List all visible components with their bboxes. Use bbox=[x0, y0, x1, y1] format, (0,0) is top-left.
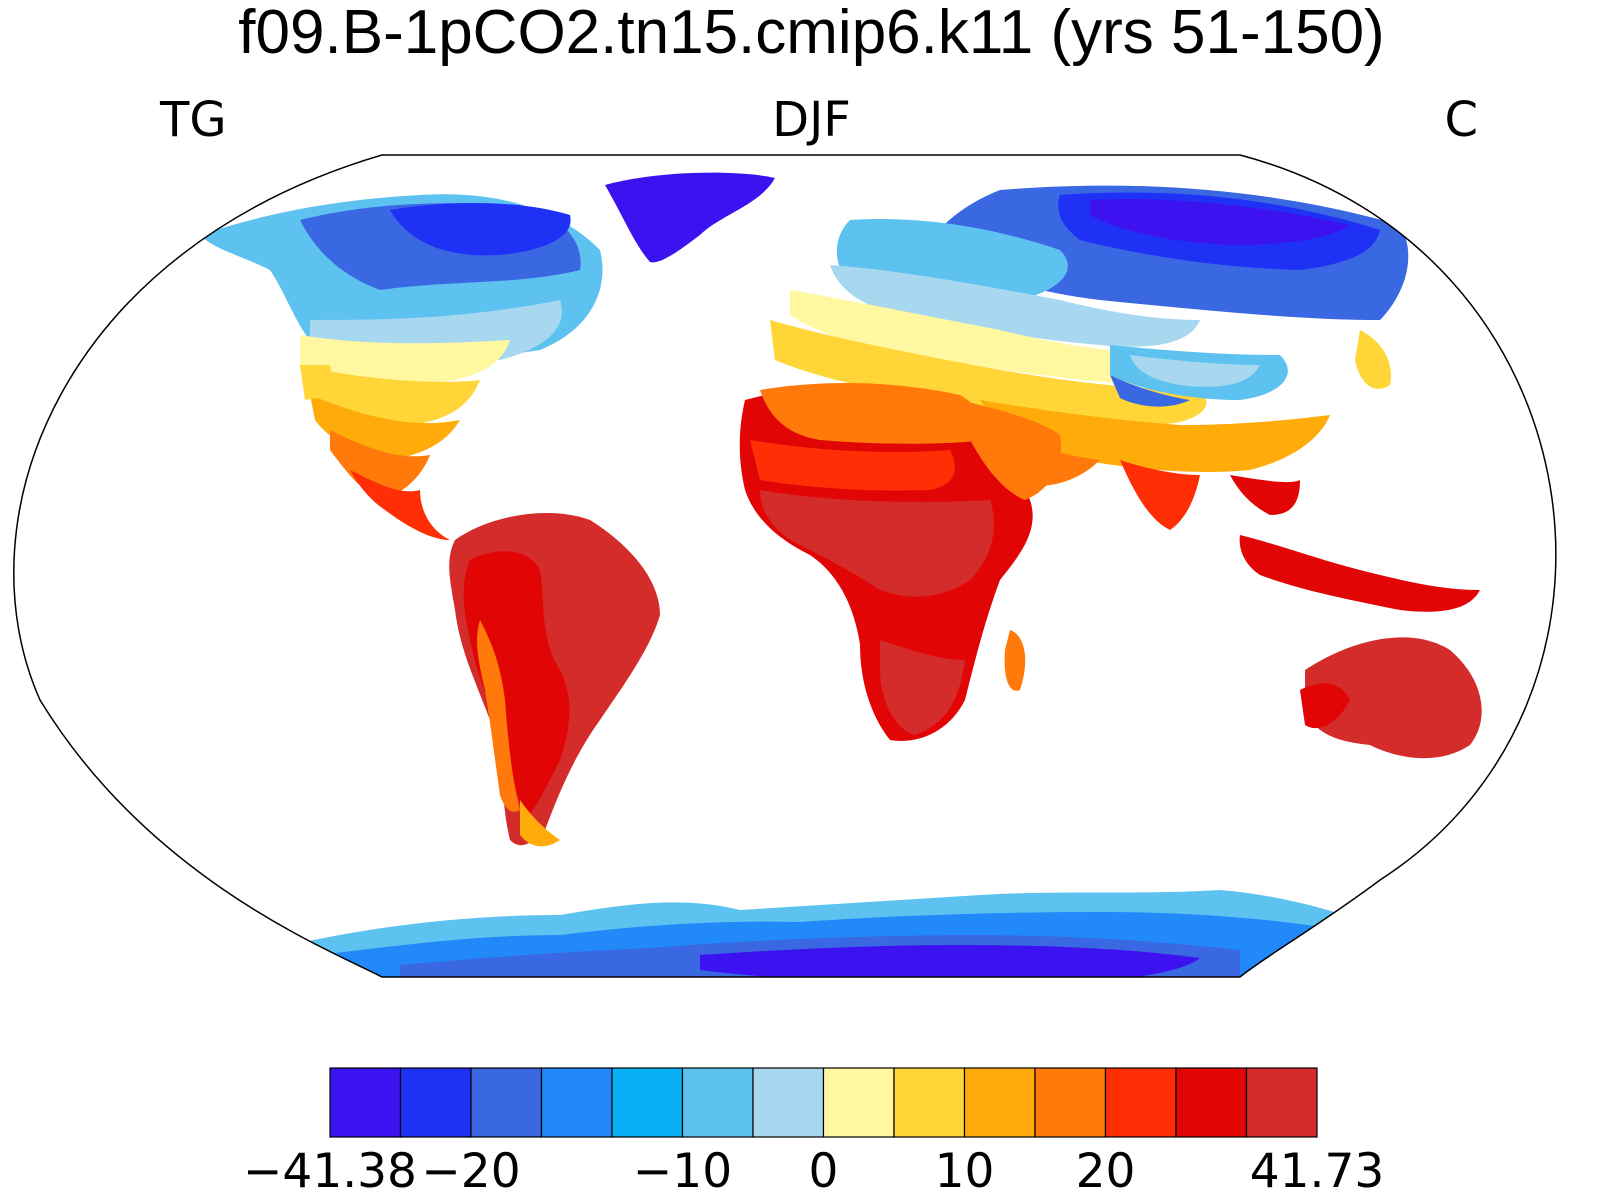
colorbar-swatch bbox=[822, 1067, 895, 1138]
colorbar-tick-label: 20 bbox=[1075, 1144, 1136, 1199]
map-boundary bbox=[13, 154, 1557, 978]
colorbar-swatch bbox=[399, 1067, 472, 1138]
colorbar-swatch bbox=[963, 1067, 1036, 1138]
colorbar-swatch bbox=[1104, 1067, 1177, 1138]
colorbar-swatch bbox=[611, 1067, 684, 1138]
colorbar-tick-label: −41.38 bbox=[243, 1144, 417, 1199]
units-label: C bbox=[1444, 92, 1478, 148]
variable-label: TG bbox=[160, 92, 227, 148]
colorbar-swatch bbox=[1034, 1067, 1107, 1138]
land-temperature-field bbox=[200, 172, 1540, 977]
colorbar-tick-label: 0 bbox=[808, 1144, 839, 1199]
north-america bbox=[200, 194, 603, 540]
colorbar-swatch bbox=[1175, 1067, 1248, 1138]
season-label: DJF bbox=[772, 92, 851, 148]
colorbar-swatch bbox=[893, 1067, 966, 1138]
colorbar-swatch bbox=[470, 1067, 543, 1138]
arabia bbox=[960, 400, 1061, 500]
africa bbox=[739, 383, 1033, 741]
colorbar bbox=[329, 1067, 1318, 1138]
antarctica bbox=[290, 890, 1360, 977]
colorbar-swatch bbox=[540, 1067, 613, 1138]
colorbar-swatch bbox=[681, 1067, 754, 1138]
colorbar-swatch bbox=[1245, 1067, 1318, 1138]
south-america bbox=[449, 512, 660, 847]
plot-title: f09.B-1pCO2.tn15.cmip6.k11 (yrs 51-150) bbox=[238, 0, 1385, 67]
colorbar-tick-label: −20 bbox=[421, 1144, 521, 1199]
colorbar-swatch bbox=[329, 1067, 402, 1138]
eurasia bbox=[770, 185, 1480, 612]
colorbar-swatch bbox=[752, 1067, 825, 1138]
colorbar-tick-label: −10 bbox=[632, 1144, 733, 1199]
australia bbox=[1300, 637, 1540, 800]
colorbar-tick-label: 10 bbox=[934, 1144, 995, 1199]
colorbar-tick-label: 41.73 bbox=[1249, 1144, 1385, 1199]
greenland bbox=[605, 172, 775, 263]
